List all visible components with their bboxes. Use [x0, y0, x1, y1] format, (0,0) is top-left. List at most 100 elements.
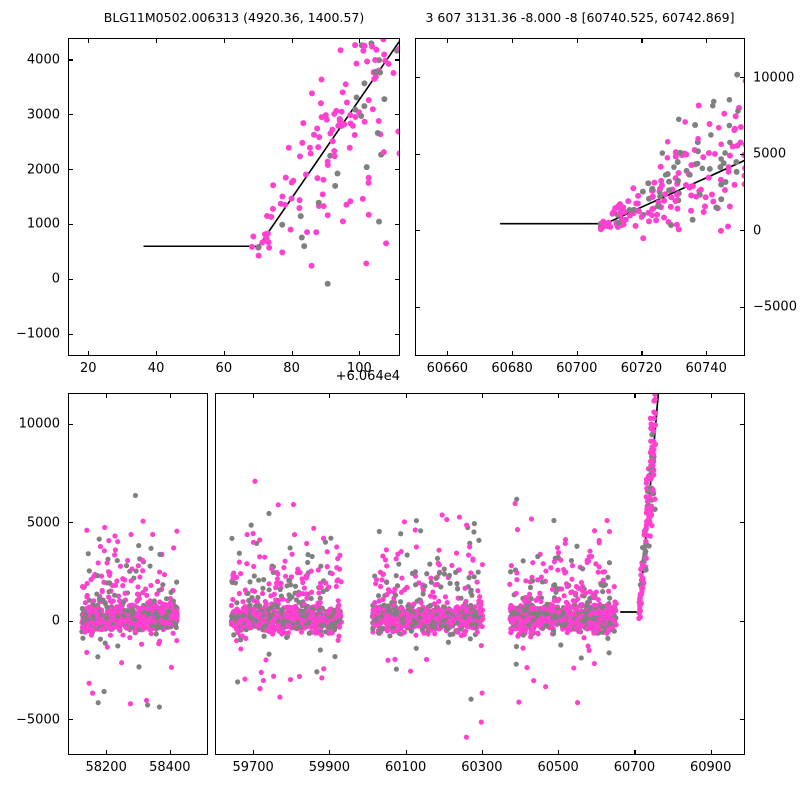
x-tick-mark	[512, 38, 514, 43]
x-tick-mark	[558, 750, 560, 755]
y-tick-label: 1000	[26, 216, 60, 232]
x-axis-offset-label: +6.064e4	[335, 369, 400, 384]
y-tick-label: 0	[51, 271, 60, 287]
x-tick-label: 60500	[537, 760, 579, 775]
x-tick-label: 60680	[491, 361, 533, 376]
x-tick-label: 59900	[308, 760, 351, 775]
y-tick-mark	[68, 333, 73, 335]
y-tick-label: 10000	[18, 416, 60, 432]
x-tick-mark	[291, 351, 293, 356]
top-left-plot-panel[interactable]	[68, 38, 400, 356]
y-tick-label: 0	[753, 223, 762, 239]
top-left-plot-area	[143, 39, 399, 287]
y-tick-mark	[395, 169, 400, 171]
x-tick-label: 80	[283, 361, 300, 376]
x-tick-mark	[447, 38, 449, 43]
y-tick-mark	[415, 306, 420, 308]
y-tick-mark	[68, 223, 73, 225]
y-tick-mark	[415, 77, 420, 79]
y-tick-label: −5000	[16, 712, 60, 728]
y-tick-label: −5000	[753, 299, 797, 315]
y-tick-mark	[68, 278, 73, 280]
x-tick-label: 20	[80, 361, 97, 376]
x-tick-mark	[634, 750, 636, 755]
x-tick-label: 60660	[426, 361, 469, 376]
bottom-plot-area-segment-1	[79, 492, 180, 710]
y-tick-label: 2000	[26, 162, 60, 178]
y-tick-mark	[740, 77, 745, 79]
bottom-plot-panel-segment-1[interactable]	[68, 393, 208, 755]
y-tick-label: 0	[51, 613, 60, 629]
x-tick-mark	[710, 393, 712, 398]
x-tick-label: 58200	[85, 760, 127, 775]
y-tick-mark	[68, 59, 73, 61]
y-tick-mark	[415, 230, 420, 232]
x-tick-label: 60900	[689, 760, 732, 775]
x-tick-mark	[710, 750, 712, 755]
top-right-plot-panel[interactable]	[415, 38, 745, 356]
y-tick-mark	[740, 423, 745, 426]
x-tick-mark	[88, 351, 90, 356]
x-tick-mark	[481, 750, 483, 755]
bottom-plot-area-segment-2	[228, 394, 660, 740]
y-tick-mark	[740, 306, 745, 308]
x-tick-mark	[169, 750, 171, 755]
x-tick-mark	[706, 38, 708, 43]
y-tick-mark	[740, 522, 745, 524]
y-tick-label: 10000	[753, 70, 795, 86]
y-tick-mark	[740, 230, 745, 232]
x-tick-mark	[447, 351, 449, 356]
y-tick-mark	[68, 719, 73, 721]
x-tick-mark	[106, 750, 108, 755]
x-tick-mark	[88, 38, 90, 43]
x-tick-mark	[634, 393, 636, 398]
x-tick-mark	[156, 38, 158, 43]
x-tick-mark	[576, 38, 578, 43]
x-tick-mark	[169, 393, 171, 398]
x-tick-mark	[253, 393, 255, 398]
x-tick-mark	[576, 351, 578, 356]
y-tick-label: 5000	[26, 515, 60, 531]
y-tick-label: 3000	[26, 107, 60, 123]
x-tick-mark	[359, 38, 361, 43]
x-tick-label: 40	[147, 361, 165, 376]
y-tick-mark	[740, 620, 745, 622]
x-tick-label: 58400	[149, 760, 191, 775]
top-left-panel-title: BLG11M0502.006313 (4920.36, 1400.57)	[103, 10, 365, 25]
y-tick-mark	[395, 114, 400, 116]
y-tick-mark	[68, 114, 73, 116]
y-tick-mark	[395, 223, 400, 225]
y-tick-mark	[740, 153, 745, 155]
x-tick-label: 60700	[556, 361, 598, 376]
x-tick-mark	[291, 38, 293, 43]
y-tick-mark	[68, 169, 73, 171]
x-tick-mark	[405, 393, 407, 398]
y-tick-mark	[415, 153, 420, 155]
x-tick-mark	[481, 393, 483, 398]
x-tick-mark	[329, 750, 331, 755]
y-tick-mark	[740, 719, 745, 721]
top-right-panel-title: 3 607 3131.36 -8.000 -8 [60740.525, 6074…	[425, 10, 735, 25]
y-tick-label: 5000	[753, 146, 787, 162]
y-tick-mark	[395, 333, 400, 335]
x-tick-label: 60700	[613, 760, 656, 775]
y-tick-mark	[68, 423, 73, 426]
top-right-plot-area	[500, 71, 744, 242]
x-tick-label: 60	[215, 361, 233, 376]
y-tick-mark	[395, 59, 400, 61]
y-tick-label: 4000	[26, 52, 60, 68]
x-tick-mark	[706, 351, 708, 356]
x-tick-label: 60740	[685, 361, 727, 376]
x-tick-mark	[359, 351, 361, 356]
x-tick-mark	[641, 38, 643, 43]
y-tick-mark	[68, 522, 73, 524]
x-tick-mark	[253, 750, 255, 755]
x-tick-mark	[156, 351, 158, 356]
bottom-plot-panel-segment-2[interactable]	[215, 393, 745, 755]
x-tick-label: 60300	[461, 760, 503, 775]
x-tick-label: 59700	[232, 760, 274, 775]
y-tick-mark	[68, 620, 73, 622]
x-tick-mark	[223, 351, 225, 356]
x-tick-mark	[641, 351, 643, 356]
